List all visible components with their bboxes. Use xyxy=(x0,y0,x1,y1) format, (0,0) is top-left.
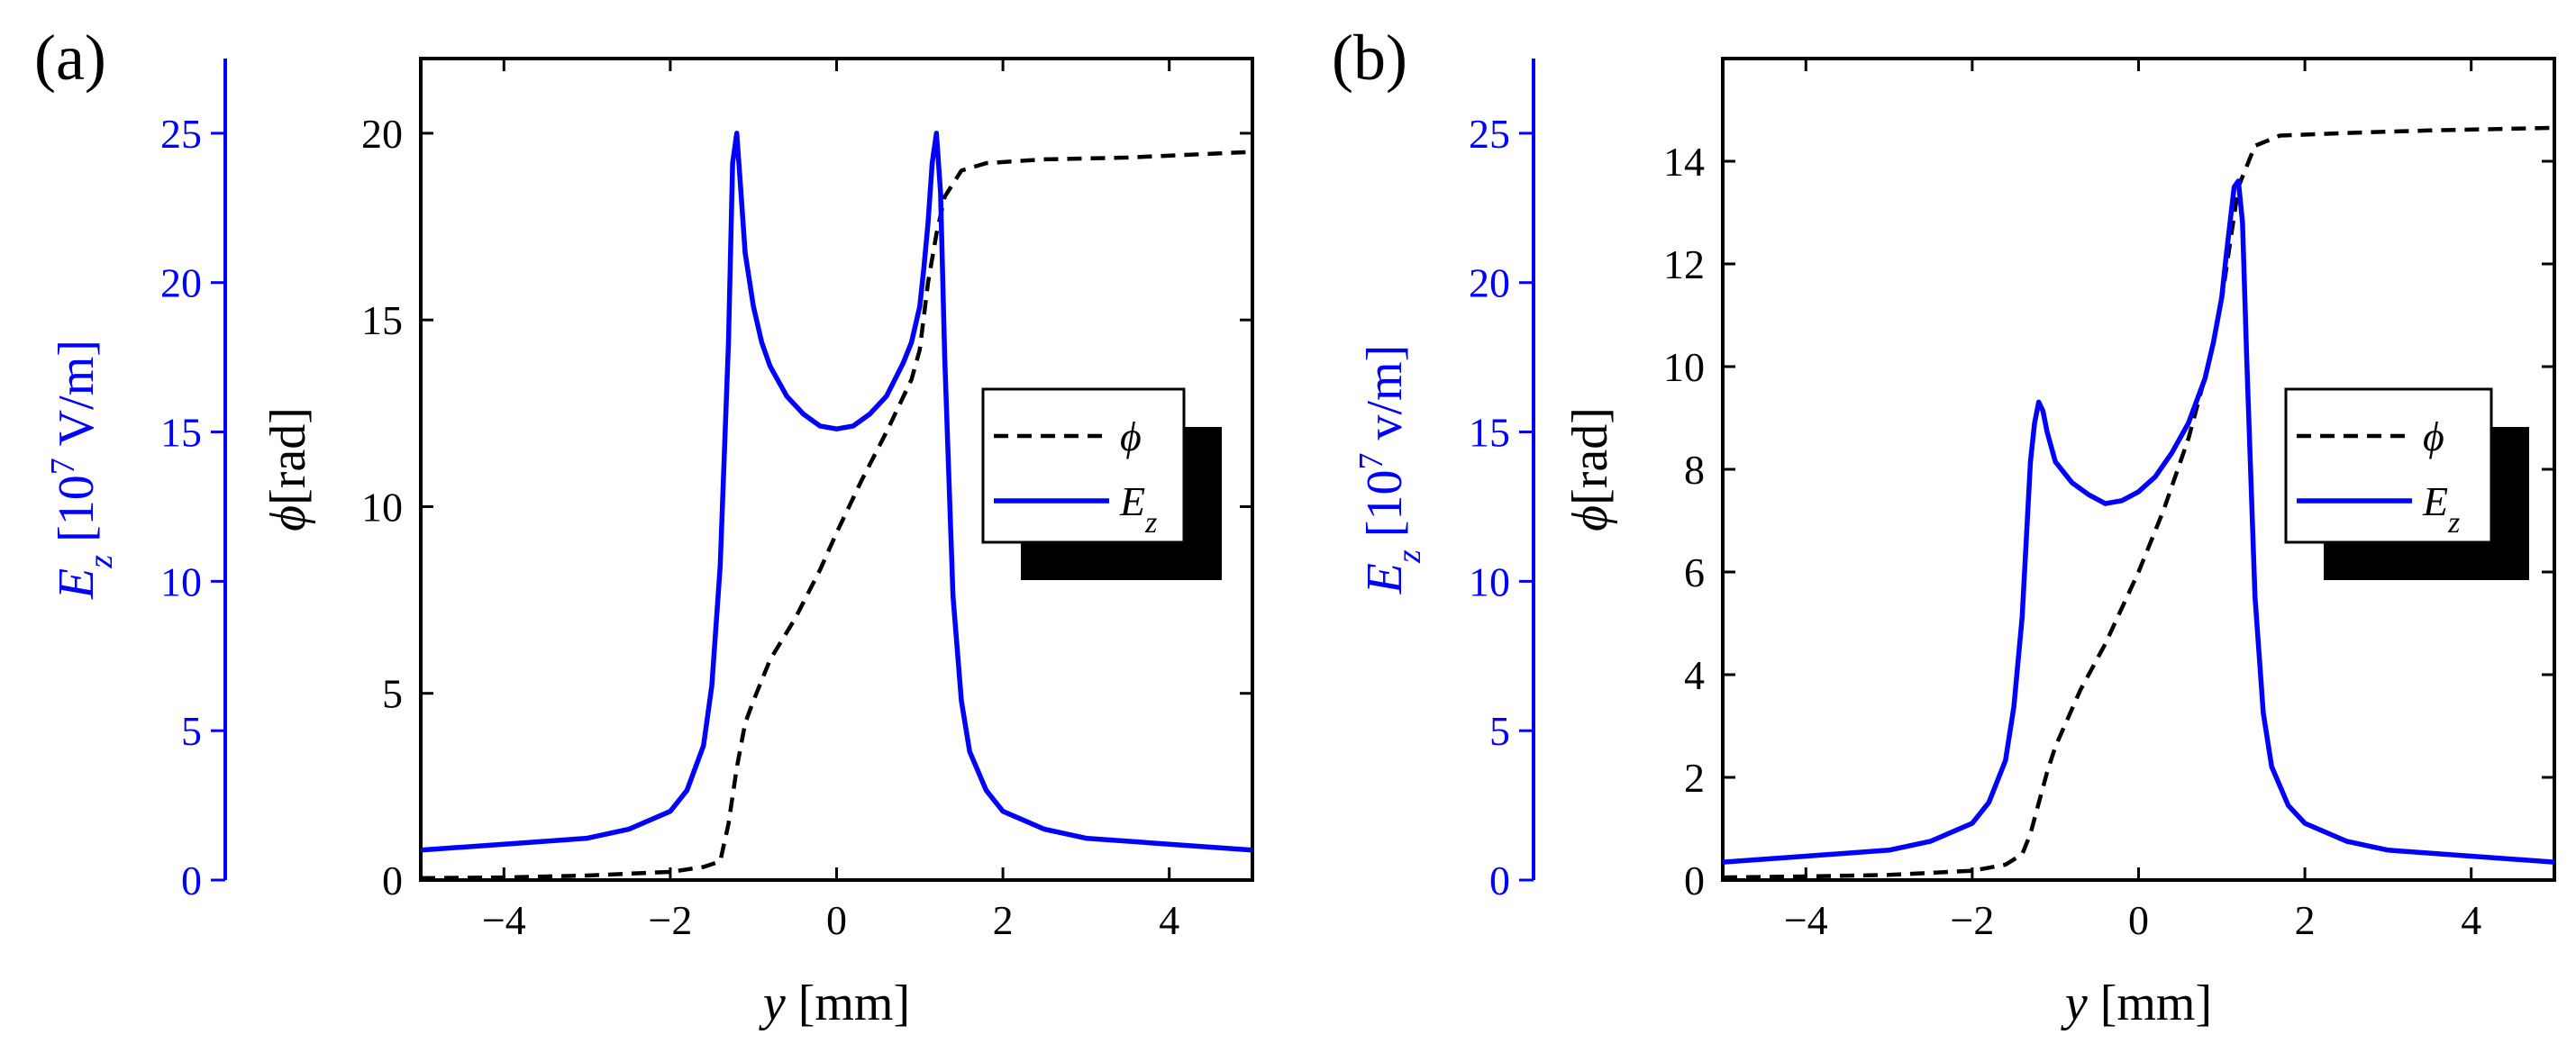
legend-label: ϕ xyxy=(1120,413,1142,459)
ez-axis-title: Ez [107 V/m] xyxy=(44,340,120,600)
ez-axis-title: Ez [107 v/m] xyxy=(1352,345,1428,595)
x-tick-label: 0 xyxy=(826,897,847,943)
phi-tick-label: 5 xyxy=(382,671,403,717)
phi-tick-label: 2 xyxy=(1684,755,1705,801)
legend-label: ϕ xyxy=(2423,413,2444,459)
phi-tick-label: 12 xyxy=(1663,241,1705,287)
x-axis-title: y [mm] xyxy=(2061,976,2212,1031)
x-tick-label: 4 xyxy=(1159,897,1179,943)
phi-series-line xyxy=(421,150,1252,880)
ez-tick-label: 5 xyxy=(1489,708,1510,754)
phi-tick-label: 0 xyxy=(382,858,403,903)
legend-box xyxy=(2284,387,2493,544)
x-tick-label: 4 xyxy=(2461,897,2481,943)
phi-axis-title: ϕ[rad] xyxy=(1562,407,1618,531)
ez-tick-label: 0 xyxy=(181,858,202,903)
panel-label: (b) xyxy=(1332,22,1407,94)
phi-series-line xyxy=(1723,125,2554,880)
x-axis-title: y [mm] xyxy=(759,976,910,1031)
ez-tick-label: 15 xyxy=(160,410,202,456)
x-tick-label: −2 xyxy=(648,897,692,943)
panel-label: (a) xyxy=(34,22,106,94)
ez-series-line xyxy=(421,131,1252,853)
panel-a: (a) −4 −2 0 2 4 y [mm] 0 5 10 15 20 ϕ[rad] 0 5 10 15 20 25… xyxy=(34,22,1254,1031)
phi-tick-label: 0 xyxy=(1684,858,1705,903)
ez-tick-label: 10 xyxy=(160,558,202,604)
phi-tick-label: 6 xyxy=(1684,549,1705,595)
phi-tick-label: 10 xyxy=(1663,344,1705,390)
ez-series-line xyxy=(1723,178,2554,865)
phi-tick-label: 10 xyxy=(361,484,403,530)
legend-box xyxy=(981,387,1186,544)
phi-tick-label: 20 xyxy=(361,111,403,157)
ez-tick-label: 25 xyxy=(160,111,202,157)
panel-b: (b) −4 −2 0 2 4 y [mm] 0 2 4 6 8 10 12 14 ϕ[rad] 0 5 10 15 2… xyxy=(1332,22,2556,1031)
phi-tick-label: 15 xyxy=(361,297,403,343)
x-tick-label: 0 xyxy=(2128,897,2149,943)
phi-axis-title: ϕ[rad] xyxy=(260,407,316,531)
x-tick-label: 2 xyxy=(993,897,1014,943)
ez-tick-label: 20 xyxy=(160,260,202,306)
legend-label: Ez xyxy=(1119,478,1157,540)
ez-tick-label: 5 xyxy=(181,708,202,754)
phi-tick-label: 4 xyxy=(1684,652,1705,698)
x-tick-label: −2 xyxy=(1950,897,1994,943)
phi-tick-label: 14 xyxy=(1663,139,1705,185)
ez-tick-label: 25 xyxy=(1469,111,1510,157)
ez-tick-label: 10 xyxy=(1469,558,1510,604)
x-tick-label: −4 xyxy=(1784,897,1828,943)
ez-tick-label: 15 xyxy=(1469,410,1510,456)
x-tick-label: 2 xyxy=(2295,897,2316,943)
x-tick-label: −4 xyxy=(482,897,526,943)
ez-tick-label: 0 xyxy=(1489,858,1510,903)
phi-tick-label: 8 xyxy=(1684,447,1705,493)
ez-tick-label: 20 xyxy=(1469,260,1510,306)
legend-label: Ez xyxy=(2422,478,2460,540)
